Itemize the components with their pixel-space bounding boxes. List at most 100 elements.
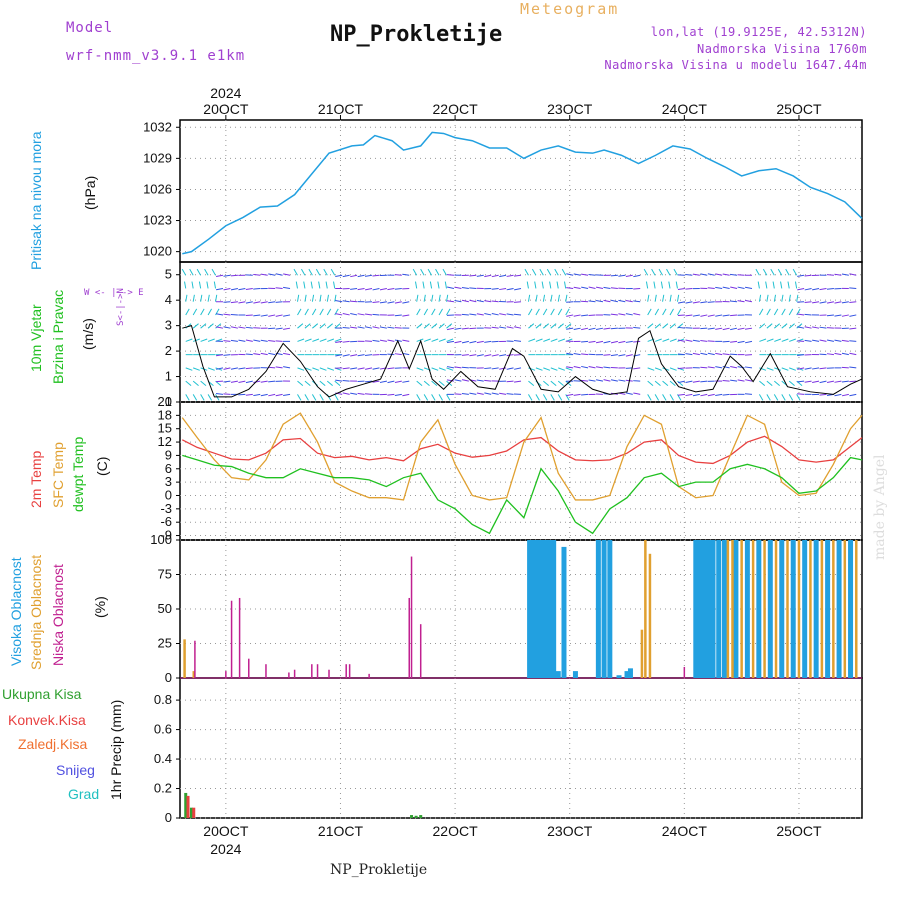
wind-arrow bbox=[692, 273, 700, 276]
wind-arrow bbox=[423, 308, 429, 316]
day-label-bottom: 20OCT bbox=[203, 823, 249, 839]
wind-ytick-label: 0 bbox=[165, 394, 172, 409]
wind-arrow bbox=[193, 367, 200, 371]
cloud-high-bar bbox=[624, 671, 630, 678]
wind-arrow bbox=[834, 301, 842, 304]
wind-arrow bbox=[414, 281, 418, 289]
wind-arrow bbox=[773, 294, 777, 302]
wind-arrow bbox=[662, 323, 669, 329]
wind-arrow bbox=[192, 394, 198, 401]
wind-arrow bbox=[412, 268, 418, 276]
wind-arrow bbox=[311, 308, 317, 316]
wind-arrow bbox=[535, 338, 543, 342]
wind-arrow bbox=[238, 301, 246, 304]
wind-arrow bbox=[437, 281, 440, 289]
temp-ytick-label: 18 bbox=[158, 407, 172, 422]
wind-arrow bbox=[189, 268, 194, 276]
temp-ytick-label: -3 bbox=[160, 501, 172, 516]
wind-arrow bbox=[531, 268, 537, 276]
wind-arrow bbox=[207, 367, 215, 371]
precip-ytick-label: 0.2 bbox=[154, 781, 172, 796]
wind-arrow bbox=[692, 301, 700, 304]
wind-arrow bbox=[416, 323, 423, 329]
cloud-low-bar bbox=[288, 672, 290, 678]
pressure-ytick-label: 1023 bbox=[143, 213, 172, 228]
wind-arrow bbox=[588, 379, 596, 382]
wind-arrow bbox=[581, 393, 589, 396]
cloud-high-bar bbox=[527, 540, 533, 678]
wind-arrow bbox=[700, 366, 708, 369]
wind-arrow bbox=[669, 308, 674, 316]
precip-conv-bar bbox=[186, 795, 190, 818]
wind-arrow bbox=[326, 294, 329, 302]
wind-arrow bbox=[215, 354, 224, 357]
wind-arrow bbox=[573, 393, 581, 396]
temp-ytick-label: 12 bbox=[158, 434, 172, 449]
day-label-bottom: 23OCT bbox=[547, 823, 593, 839]
cloud-low-bar bbox=[248, 658, 250, 678]
wind-arrow bbox=[342, 327, 350, 329]
wind-arrow bbox=[849, 273, 857, 276]
wind-arrow bbox=[542, 394, 548, 401]
cloud-low-bar bbox=[328, 669, 330, 678]
wind-arrow bbox=[766, 338, 774, 342]
wind-arrow bbox=[773, 394, 779, 401]
cloud-mid-bar bbox=[648, 553, 652, 678]
wind-arrow bbox=[268, 393, 276, 397]
wind-arrow bbox=[581, 286, 589, 289]
wind-arrow bbox=[647, 394, 652, 401]
wind-arrow bbox=[677, 287, 685, 290]
wind-arrow bbox=[431, 394, 436, 401]
wind-arrow bbox=[841, 301, 849, 304]
wind-arrow bbox=[654, 367, 662, 371]
wind-arrow bbox=[677, 326, 685, 329]
wind-arrow bbox=[394, 353, 402, 356]
wind-arrow bbox=[819, 339, 827, 342]
wind-arrow bbox=[308, 268, 313, 276]
wind-arrow bbox=[550, 338, 558, 342]
wind-arrow bbox=[797, 354, 805, 356]
wind-arrow bbox=[834, 273, 842, 276]
cloud-high-bar bbox=[705, 540, 711, 678]
cloud-high-bar bbox=[555, 671, 561, 678]
wind-arrow bbox=[588, 314, 596, 317]
wind-arrow bbox=[722, 273, 730, 276]
wind-arrow bbox=[394, 301, 402, 304]
wind-arrow bbox=[685, 273, 693, 276]
wind-arrow bbox=[223, 313, 231, 316]
wind-arrow bbox=[757, 281, 760, 289]
wind-arrow bbox=[573, 353, 581, 356]
wind-arrow bbox=[565, 323, 572, 329]
wind-arrow bbox=[730, 340, 738, 343]
wind-arrow bbox=[416, 380, 423, 387]
precip-total-bar bbox=[419, 815, 423, 818]
temp-panel-frame bbox=[179, 401, 863, 541]
wind-arrow bbox=[669, 338, 677, 342]
wind-arrow bbox=[766, 323, 773, 329]
wind-arrow bbox=[461, 379, 469, 382]
wind-arrow bbox=[543, 367, 551, 371]
wind-arrow bbox=[543, 338, 551, 342]
wind-arrow bbox=[350, 392, 358, 395]
wind-arrow bbox=[625, 300, 633, 303]
wind-arrow bbox=[238, 326, 246, 329]
wind-arrow bbox=[253, 353, 261, 356]
cloud-ytick-label: 50 bbox=[158, 601, 172, 616]
wind-arrow bbox=[230, 367, 238, 370]
wind-arrow bbox=[416, 308, 421, 316]
wind-arrow bbox=[484, 300, 492, 303]
wind-arrow bbox=[387, 339, 395, 342]
wind-arrow bbox=[357, 367, 365, 370]
wind-arrow bbox=[319, 394, 324, 401]
wind-arrow bbox=[715, 273, 723, 276]
wind-arrow bbox=[700, 393, 708, 397]
wind-arrow bbox=[707, 327, 715, 330]
wind-arrow bbox=[849, 314, 857, 317]
cloud-mid-bar bbox=[640, 629, 644, 678]
wind-arrow bbox=[461, 340, 469, 344]
wind-arrow bbox=[535, 367, 543, 371]
cloud-low-bar bbox=[316, 664, 319, 678]
cloud-ytick-label: 75 bbox=[158, 567, 172, 582]
wind-arrow bbox=[668, 281, 671, 289]
wind-arrow bbox=[469, 340, 477, 344]
